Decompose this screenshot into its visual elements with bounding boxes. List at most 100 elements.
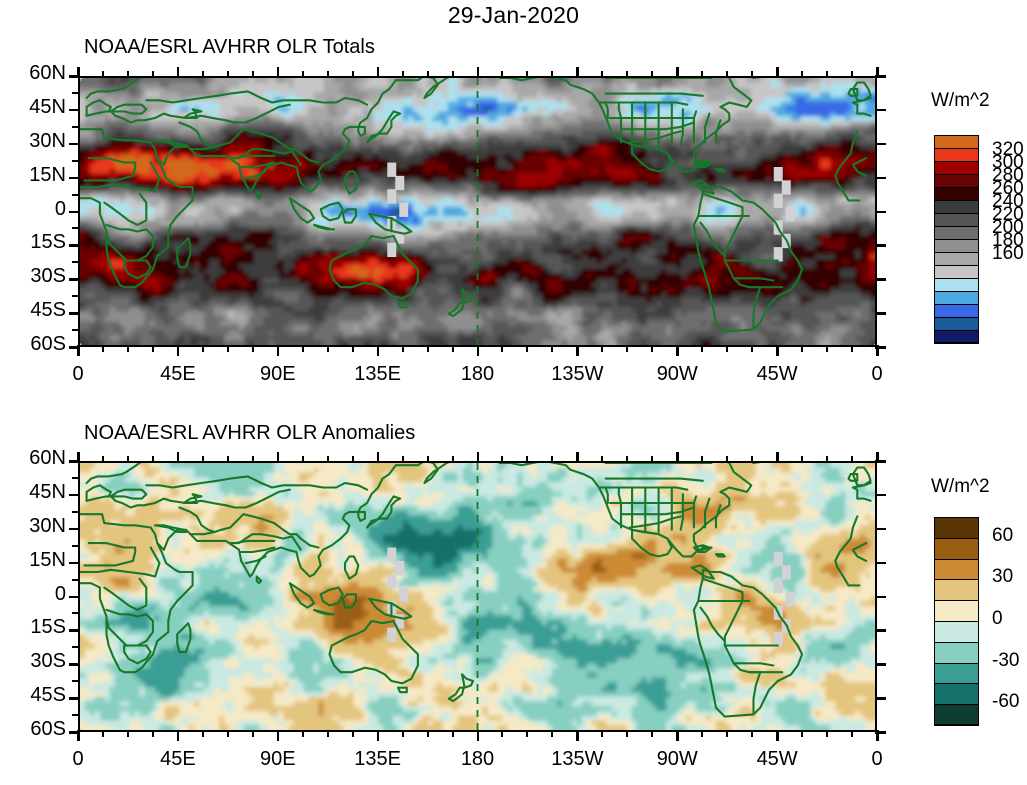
x-minor-tick	[626, 71, 629, 78]
colorbar-tick-label: 200	[992, 217, 1024, 238]
x-axis-tick-label: 180	[460, 748, 495, 770]
x-tick	[376, 67, 380, 78]
x-tick	[476, 345, 479, 356]
x-tick	[176, 452, 180, 463]
x-minor-tick	[526, 345, 529, 352]
map-totals[interactable]	[78, 76, 877, 347]
colorbar-anomalies	[934, 517, 979, 726]
colorbar-band	[934, 621, 979, 643]
x-tick	[376, 730, 380, 741]
y-axis-tick-label: 30S	[30, 265, 66, 288]
colorbar-band	[934, 278, 979, 292]
x-minor-tick	[826, 730, 829, 737]
x-minor-tick	[826, 345, 829, 352]
panel-title-totals: NOAA/ESRL AVHRR OLR Totals	[84, 36, 375, 58]
x-minor-tick	[651, 71, 654, 78]
colorbar-band	[934, 579, 979, 601]
y-tick	[69, 731, 80, 734]
x-minor-tick	[701, 730, 704, 737]
x-axis-tick-label: 135W	[551, 363, 604, 385]
x-minor-tick	[851, 456, 854, 463]
x-minor-tick	[726, 345, 729, 352]
x-minor-tick	[351, 345, 354, 352]
y-tick	[875, 312, 886, 315]
y-minor-tick	[72, 476, 80, 479]
y-minor-tick	[72, 544, 80, 547]
y-axis-tick-label: 60N	[29, 447, 66, 469]
colorbar-tick-label: 180	[992, 230, 1024, 251]
x-tick	[376, 345, 380, 356]
x-minor-tick	[851, 71, 854, 78]
y-tick	[875, 629, 886, 632]
y-tick	[875, 663, 886, 666]
x-minor-tick	[301, 730, 304, 737]
x-minor-tick	[701, 345, 704, 352]
y-tick	[875, 278, 886, 281]
y-tick	[69, 663, 80, 666]
colorbar-tick-label: 0	[992, 608, 1003, 629]
y-tick	[875, 561, 886, 565]
x-tick	[176, 67, 180, 78]
x-minor-tick	[751, 71, 754, 78]
y-tick	[875, 244, 886, 247]
x-minor-tick	[501, 71, 504, 78]
x-axis-tick-label: 135W	[551, 748, 604, 770]
colorbar-band	[934, 683, 979, 705]
x-minor-tick	[501, 730, 504, 737]
y-minor-tick	[72, 680, 80, 683]
y-minor-tick	[72, 125, 80, 128]
colorbar-tick-label: -60	[992, 691, 1020, 713]
x-minor-tick	[551, 730, 554, 737]
x-tick	[77, 452, 80, 463]
y-minor-tick	[72, 227, 80, 230]
colorbar-band	[934, 252, 979, 266]
y-axis-tick-label: 45S	[30, 299, 66, 322]
y-tick	[875, 176, 886, 180]
y-minor-tick	[72, 612, 80, 615]
colorbar-tick-label: -30	[992, 649, 1020, 671]
x-axis-tick-label: 45W	[756, 748, 798, 770]
x-minor-tick	[726, 71, 729, 78]
x-minor-tick	[826, 456, 829, 463]
y-tick	[69, 629, 80, 632]
x-minor-tick	[551, 456, 554, 463]
colorbar-band	[934, 226, 979, 240]
x-minor-tick	[101, 71, 104, 78]
y-tick	[69, 312, 80, 315]
y-axis-tick-label: 60N	[29, 62, 66, 84]
x-axis-tick-label: 0	[871, 363, 883, 385]
x-tick	[676, 452, 679, 463]
x-minor-tick	[151, 71, 154, 78]
y-tick	[69, 595, 80, 598]
x-minor-tick	[426, 730, 429, 737]
y-axis-tick-label: 30S	[30, 650, 66, 673]
x-minor-tick	[401, 730, 404, 737]
y-minor-tick	[72, 261, 80, 264]
x-minor-tick	[851, 730, 854, 737]
x-minor-tick	[601, 456, 604, 463]
x-minor-tick	[351, 730, 354, 737]
y-tick	[69, 278, 80, 281]
x-minor-tick	[451, 345, 454, 352]
map-anomalies[interactable]	[78, 461, 877, 732]
y-tick	[69, 493, 80, 497]
x-axis-tick-label: 90E	[259, 748, 296, 770]
x-tick	[876, 730, 879, 741]
x-axis-tick-label: 45E	[160, 748, 196, 770]
x-minor-tick	[801, 71, 804, 78]
x-minor-tick	[251, 345, 254, 352]
y-tick	[69, 561, 80, 565]
colorbar-band	[934, 517, 979, 539]
x-minor-tick	[126, 730, 129, 737]
colorbar-band	[934, 148, 979, 162]
x-minor-tick	[201, 345, 204, 352]
panel-title-anomalies: NOAA/ESRL AVHRR OLR Anomalies	[84, 422, 416, 444]
colorbar-band	[934, 200, 979, 214]
y-tick	[875, 210, 886, 213]
y-minor-tick	[72, 646, 80, 649]
x-minor-tick	[626, 345, 629, 352]
colorbar-band	[934, 265, 979, 279]
x-minor-tick	[326, 730, 329, 737]
colorbar-tick-label: 240	[992, 191, 1024, 212]
x-tick	[276, 67, 280, 78]
